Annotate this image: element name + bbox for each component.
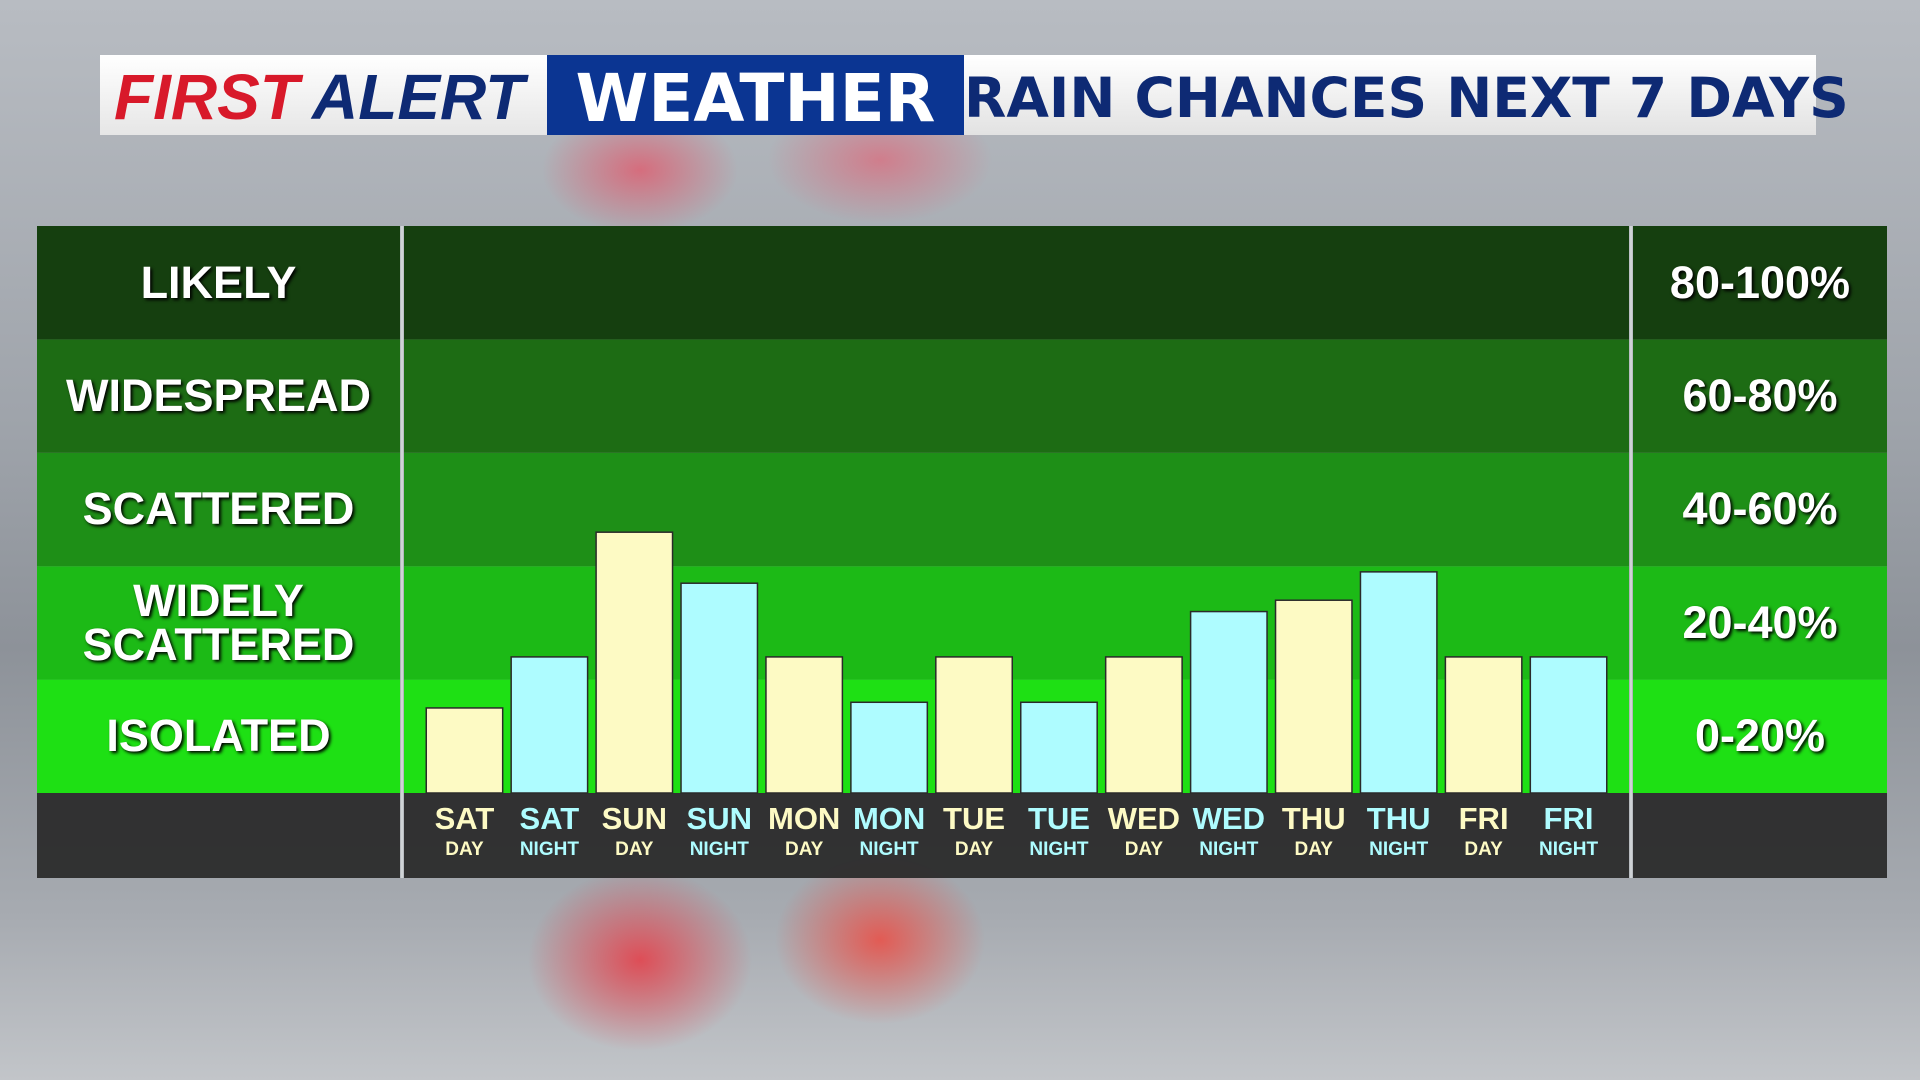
band-label: SCATTERED xyxy=(82,483,355,535)
band-left xyxy=(37,566,400,680)
label-row xyxy=(1633,793,1887,878)
bar xyxy=(595,531,674,794)
x-tick-sublabel: NIGHT xyxy=(519,839,579,860)
x-tick-label: TUE xyxy=(943,801,1006,836)
header-blue xyxy=(547,55,964,135)
bar xyxy=(935,656,1014,794)
x-tick-label: THU xyxy=(1281,801,1346,836)
bar xyxy=(680,582,759,794)
x-tick-label: MON xyxy=(768,801,841,836)
bar xyxy=(1104,656,1183,794)
x-tick-label: MON xyxy=(852,801,926,836)
band-right xyxy=(1633,679,1887,793)
bar xyxy=(1189,610,1268,794)
x-tick-label: SUN xyxy=(686,801,752,836)
x-tick-sublabel: DAY xyxy=(445,839,484,860)
x-tick-sublabel: DAY xyxy=(784,839,824,860)
band-range-label: 60-80% xyxy=(1682,370,1838,422)
header-right xyxy=(964,55,1816,135)
band-right xyxy=(1633,339,1887,453)
brand-weather: WEATHER xyxy=(575,60,936,137)
band xyxy=(404,452,1629,567)
x-tick-sublabel: NIGHT xyxy=(859,839,919,860)
x-tick-sublabel: NIGHT xyxy=(1029,839,1089,860)
label-row xyxy=(404,793,1629,878)
x-tick-label: THU xyxy=(1366,801,1431,836)
x-tick-label: FRI xyxy=(1458,801,1509,836)
x-tick-label: WED xyxy=(1192,801,1265,836)
bar xyxy=(850,701,929,794)
band-label: ISOLATED xyxy=(106,710,331,762)
bar xyxy=(1529,656,1608,794)
bar xyxy=(425,707,504,794)
x-tick-label: SAT xyxy=(434,801,495,836)
x-tick-sublabel: NIGHT xyxy=(1538,839,1599,860)
x-tick-sublabel: DAY xyxy=(1464,839,1503,860)
bar xyxy=(1019,701,1098,794)
bar xyxy=(1274,599,1353,794)
band xyxy=(404,339,1629,453)
band-range-label: 40-60% xyxy=(1682,483,1838,535)
band-left xyxy=(37,226,400,340)
band-range-label: 20-40% xyxy=(1682,596,1838,648)
band xyxy=(404,226,1629,340)
band-label: WIDESPREAD xyxy=(65,370,372,422)
x-tick-sublabel: NIGHT xyxy=(1199,839,1259,860)
bar xyxy=(510,656,589,794)
label-row xyxy=(37,793,400,878)
band-left xyxy=(37,339,400,453)
band-range-label: 0-20% xyxy=(1694,710,1826,762)
header-white xyxy=(100,55,547,135)
brand-first: FIRST xyxy=(114,61,299,133)
band-right xyxy=(1633,566,1887,680)
band-label: WIDELY SCATTERED xyxy=(82,574,355,670)
x-tick-sublabel: DAY xyxy=(954,839,994,860)
x-tick-sublabel: NIGHT xyxy=(689,839,749,860)
band-left xyxy=(37,679,400,793)
brand-alert: ALERT xyxy=(312,61,525,133)
x-tick-sublabel: DAY xyxy=(1124,839,1164,860)
band-label: LIKELY xyxy=(140,256,297,308)
bar xyxy=(1444,656,1523,794)
band-right xyxy=(1633,452,1887,567)
bar xyxy=(1359,571,1438,794)
x-tick-label: TUE xyxy=(1027,801,1090,836)
x-tick-sublabel: DAY xyxy=(1294,839,1333,860)
x-tick-label: FRI xyxy=(1543,801,1594,836)
x-tick-label: SUN xyxy=(601,801,668,836)
band-right xyxy=(1633,226,1887,340)
x-tick-label: SAT xyxy=(519,801,580,836)
band-range-label: 80-100% xyxy=(1669,256,1851,308)
band-left xyxy=(37,452,400,567)
x-tick-sublabel: NIGHT xyxy=(1369,839,1429,860)
bar xyxy=(765,656,844,794)
x-tick-sublabel: DAY xyxy=(615,839,654,860)
x-tick-label: WED xyxy=(1107,801,1181,836)
chart-title: RAIN CHANCES NEXT 7 DAYS xyxy=(964,66,1849,130)
